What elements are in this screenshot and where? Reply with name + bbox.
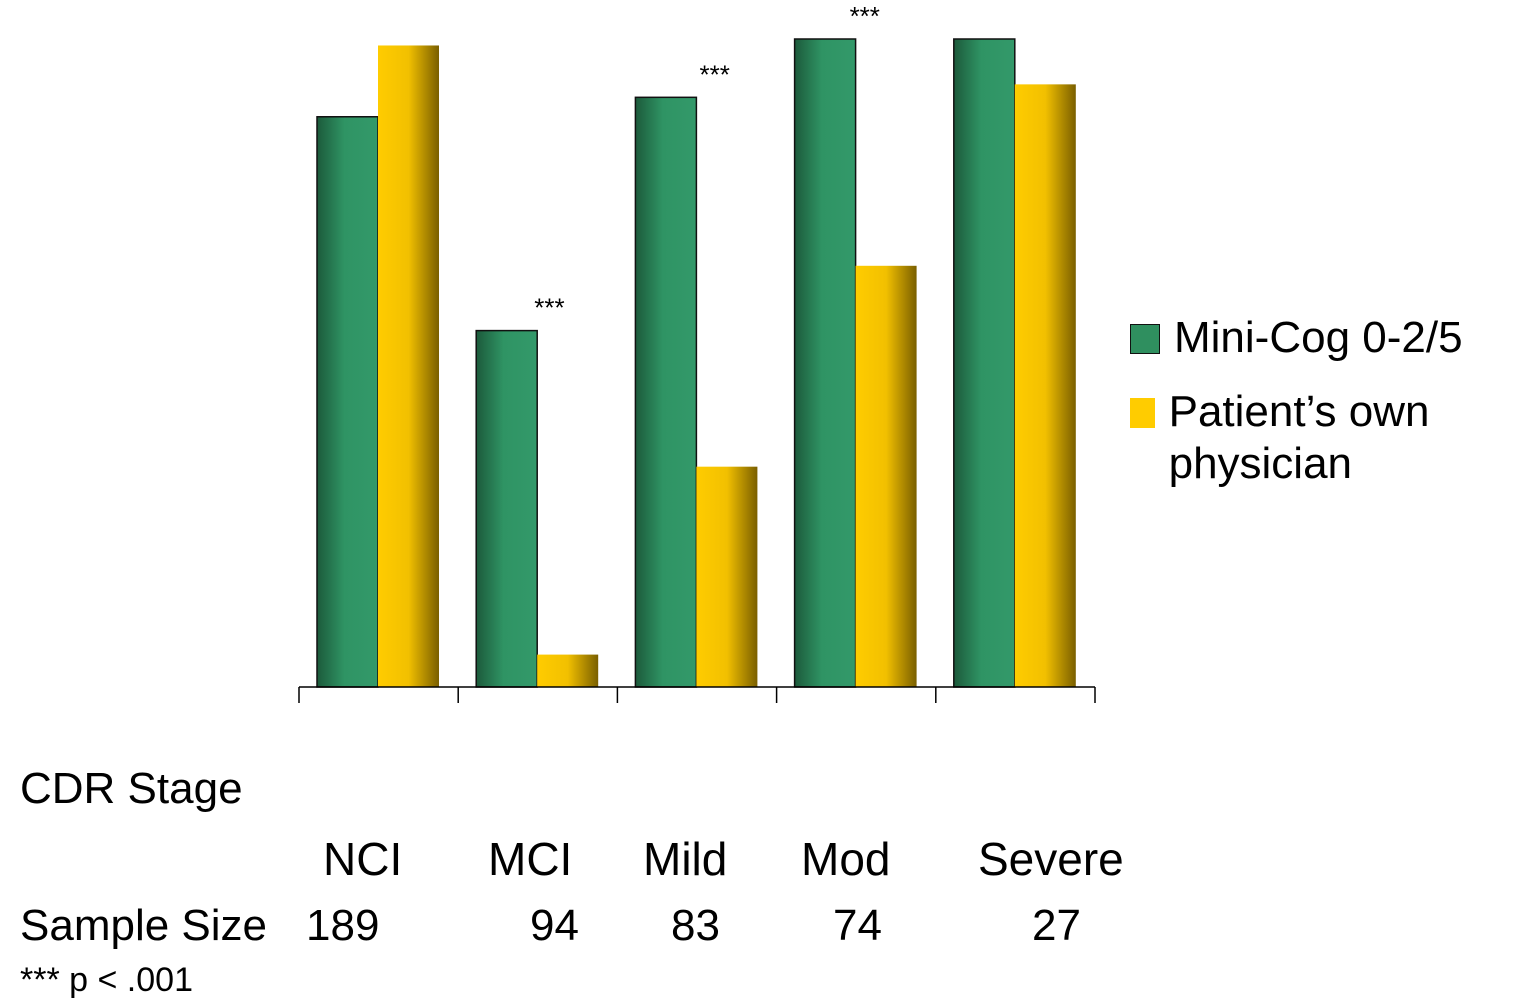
category-label-mod: Mod [801,833,891,885]
bar-nci-mini-cog [316,116,379,688]
legend-swatch-gold [1130,398,1155,428]
category-label-mild: Mild [643,833,728,885]
legend-label-mini-cog: Mini-Cog 0-2/5 [1174,313,1463,362]
bar-nci-physician [378,45,439,688]
category-label-mci: MCI [488,833,573,885]
sample-size-mci: 94 [530,901,579,950]
category-label-severe: Severe [978,833,1124,885]
x-axis [298,686,1096,703]
bar-severe-mini-cog [953,38,1016,688]
category-label-nci: NCI [323,833,403,885]
legend-item-physician: Patient’s own physician [1130,386,1537,490]
bar-severe-physician [1014,84,1076,688]
bar-mod-mini-cog [793,38,857,688]
sample-size-label: Sample Size [20,901,268,950]
bar-mci-physician [537,654,599,687]
bar-mild-physician [696,466,758,687]
legend-swatch-green [1130,324,1160,354]
bar-mild-mini-cog [634,96,698,688]
cdr-stage-label: CDR Stage [20,764,243,813]
significance-marker-mild: *** [700,59,730,89]
significance-footnote: *** p < .001 [20,961,193,999]
bar-mod-physician [855,265,917,687]
legend-item-mini-cog: Mini-Cog 0-2/5 [1130,312,1463,364]
significance-marker-mci: *** [534,293,564,323]
significance-marker-mod: *** [850,1,880,31]
sample-size-severe: 27 [1032,901,1081,950]
sample-size-nci: 189 [306,901,380,950]
bar-mci-mini-cog [475,329,538,688]
sample-size-mild: 83 [671,901,720,950]
sample-size-mod: 74 [833,901,882,950]
legend-label-physician: Patient’s own physician [1168,387,1430,488]
